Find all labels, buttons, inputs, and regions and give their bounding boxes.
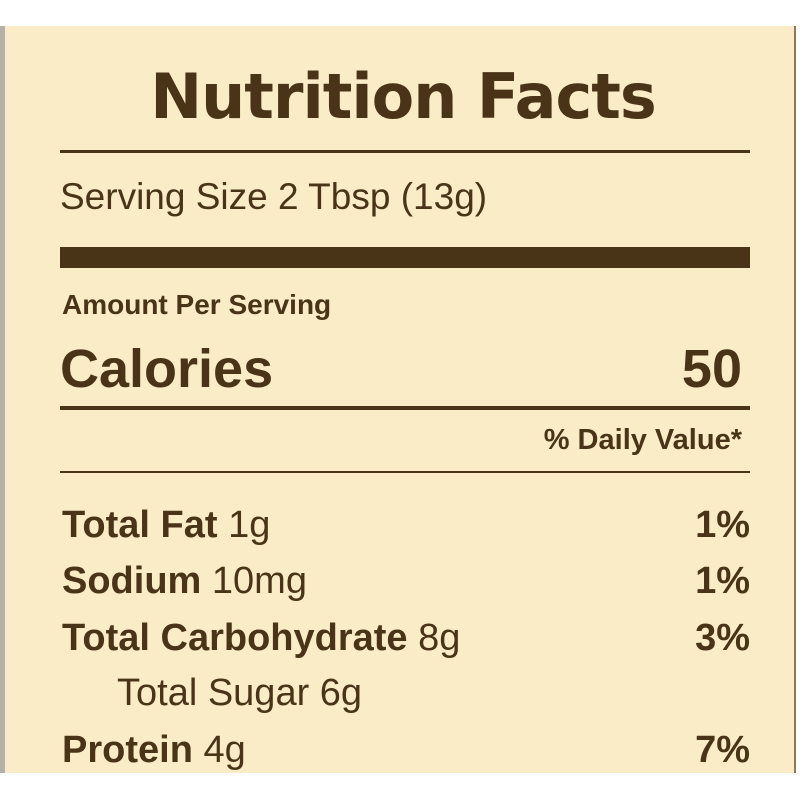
nutrient-name: Total Fat — [62, 504, 218, 546]
daily-value-header: % Daily Value* — [543, 424, 742, 456]
nutrient-dv: 1% — [695, 560, 750, 602]
nutrient-row: Total Carbohydrate 8g 3% — [62, 619, 750, 657]
amount-per-serving: Amount Per Serving — [62, 289, 332, 320]
nutrient-amount: 4g — [203, 729, 246, 771]
nutrient-name: Sodium — [62, 560, 202, 602]
nutrient-row: Total Fat 1g 1% — [62, 506, 750, 544]
nutrient-row: Protein 4g 7% — [62, 731, 750, 769]
nutrient-name: Total Carbohydrate — [62, 617, 408, 659]
nutrient-dv: 7% — [695, 729, 750, 771]
nutrient-dv: 1% — [695, 504, 750, 546]
nutrient-name: Total Sugar 6g — [117, 672, 363, 714]
divider — [60, 150, 750, 153]
nutrient-dv: 3% — [695, 617, 750, 659]
divider — [60, 406, 750, 410]
nutrient-amount: 10mg — [211, 560, 307, 602]
serving-size: Serving Size 2 Tbsp (13g) — [60, 176, 488, 217]
nutrient-row-sub: Total Sugar 6g — [117, 674, 750, 712]
nutrient-amount: 8g — [418, 617, 461, 659]
divider — [60, 471, 750, 473]
calories-value: 50 — [681, 339, 742, 399]
label-title: Nutrition Facts — [150, 60, 657, 133]
nutrition-label: Nutrition Facts Serving Size 2 Tbsp (13g… — [0, 26, 796, 773]
nutrient-row: Sodium 10mg 1% — [62, 562, 750, 600]
nutrient-name: Protein — [62, 729, 193, 771]
thick-divider — [60, 247, 750, 268]
nutrient-amount: 1g — [228, 504, 271, 546]
calories-label: Calories — [60, 339, 274, 399]
